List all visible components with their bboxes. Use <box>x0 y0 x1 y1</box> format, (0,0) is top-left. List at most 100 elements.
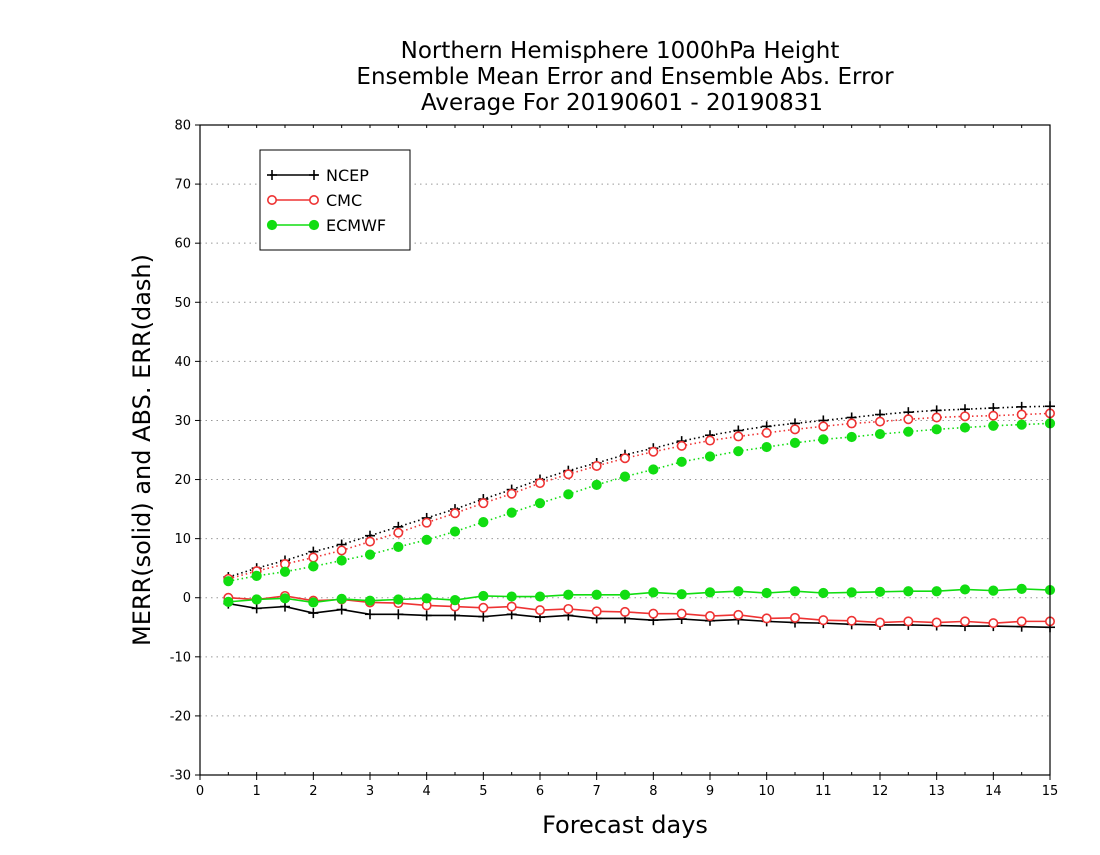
y-tick-label: 70 <box>174 178 191 193</box>
legend-label-ecmwf: ECMWF <box>326 216 386 235</box>
merr-point-cmc <box>704 611 715 622</box>
merr-point-cmc <box>903 616 914 627</box>
legend-marker-cmc <box>308 195 319 206</box>
x-tick-label: 9 <box>706 784 714 799</box>
merr-point-ecmwf <box>704 587 716 598</box>
legend-marker-ecmwf <box>266 219 278 231</box>
merr-point-ecmwf <box>336 593 347 605</box>
abs-err-point-ecmwf <box>874 428 886 440</box>
x-tick-label: 1 <box>253 784 261 799</box>
abs-err-point-cmc <box>903 414 914 425</box>
abs-err-point-ecmwf <box>959 422 971 433</box>
merr-point-ncep <box>251 603 262 614</box>
abs-err-point-cmc <box>704 435 715 446</box>
abs-err-point-ecmwf <box>818 434 829 445</box>
merr-point-ecmwf <box>988 585 999 596</box>
merr-point-ecmwf <box>903 586 914 597</box>
x-axis-label: Forecast days <box>542 811 708 839</box>
merr-point-cmc <box>931 617 942 628</box>
y-tick-label: 80 <box>174 119 191 134</box>
merr-point-ecmwf <box>308 597 319 608</box>
abs-err-point-cmc <box>931 412 942 423</box>
merr-point-cmc <box>478 602 489 613</box>
title-line-1: Northern Hemisphere 1000hPa Height <box>401 38 840 64</box>
abs-err-point-ecmwf <box>733 446 744 457</box>
abs-err-point-cmc <box>874 416 885 427</box>
merr-point-ecmwf <box>506 591 517 602</box>
abs-err-point-ecmwf <box>449 526 461 537</box>
abs-err-point-ecmwf <box>279 566 291 577</box>
abs-err-point-cmc <box>988 410 999 421</box>
merr-point-ecmwf <box>874 586 886 597</box>
y-tick-label: 20 <box>174 473 191 488</box>
abs-err-point-ecmwf <box>223 576 234 587</box>
legend-label-ncep: NCEP <box>326 166 369 185</box>
merr-point-ecmwf <box>761 587 772 599</box>
merr-point-ncep <box>478 611 489 622</box>
abs-err-point-ecmwf <box>421 534 432 545</box>
merr-point-cmc <box>874 617 885 628</box>
merr-point-ncep <box>308 608 319 619</box>
merr-point-ecmwf <box>449 594 461 606</box>
merr-point-ecmwf <box>478 590 489 602</box>
abs-err-point-cmc <box>308 552 319 563</box>
series-ecmwf <box>223 418 1056 608</box>
abs-err-point-ecmwf <box>308 561 319 572</box>
abs-err-point-cmc <box>761 427 772 438</box>
abs-err-point-cmc <box>563 469 574 480</box>
merr-line-ncep <box>228 602 1051 629</box>
x-tick-label: 5 <box>479 784 487 799</box>
series-cmc <box>223 408 1056 629</box>
merr-point-ecmwf <box>959 584 971 595</box>
abs-err-point-cmc <box>733 431 744 442</box>
x-tick-label: 7 <box>593 784 601 799</box>
abs-err-point-ecmwf <box>846 431 857 443</box>
legend-marker-ncep <box>309 170 319 180</box>
abs-err-point-ecmwf <box>676 456 687 467</box>
merr-point-ecmwf <box>421 593 432 604</box>
merr-point-cmc <box>846 615 857 626</box>
merr-point-cmc <box>591 606 602 617</box>
abs-err-point-ecmwf <box>478 516 489 528</box>
merr-point-ecmwf <box>733 586 744 597</box>
merr-point-ecmwf <box>789 586 801 597</box>
merr-point-ecmwf <box>676 589 687 600</box>
abs-err-point-ecmwf <box>563 489 574 500</box>
x-tick-label: 8 <box>649 784 657 799</box>
abs-err-point-ecmwf <box>761 441 772 453</box>
abs-err-point-ecmwf <box>931 424 942 435</box>
abs-err-point-ecmwf <box>393 541 404 553</box>
merr-point-cmc <box>648 608 659 619</box>
y-tick-label: -10 <box>170 650 191 665</box>
merr-point-cmc <box>789 612 800 623</box>
y-tick-label: 40 <box>174 355 191 370</box>
abs-err-point-ecmwf <box>534 498 546 509</box>
x-tick-label: 14 <box>985 784 1002 799</box>
merr-point-cmc <box>563 603 574 614</box>
x-tick-label: 12 <box>872 784 889 799</box>
x-tick-label: 11 <box>815 784 832 799</box>
merr-point-ecmwf <box>364 595 376 606</box>
merr-point-ncep <box>450 610 460 621</box>
legend-item-ncep: NCEP <box>267 166 369 185</box>
abs-err-point-ecmwf <box>789 437 801 449</box>
legend-marker-ecmwf <box>308 219 320 231</box>
abs-err-line-ncep <box>228 405 1051 578</box>
merr-point-cmc <box>761 613 772 624</box>
legend-item-cmc: CMC <box>266 191 362 210</box>
abs-err-point-ecmwf <box>619 471 631 482</box>
merr-point-cmc <box>818 615 829 626</box>
merr-point-cmc <box>534 605 545 616</box>
chart-title: Northern Hemisphere 1000hPa Height Ensem… <box>356 38 894 116</box>
merr-point-cmc <box>959 616 970 627</box>
abs-err-point-cmc <box>478 498 489 509</box>
x-tick-label: 4 <box>423 784 431 799</box>
x-tick-label: 3 <box>366 784 374 799</box>
merr-point-ecmwf <box>1016 583 1027 594</box>
merr-point-cmc <box>619 606 630 617</box>
abs-err-point-ecmwf <box>988 420 999 431</box>
merr-point-cmc <box>676 608 687 619</box>
